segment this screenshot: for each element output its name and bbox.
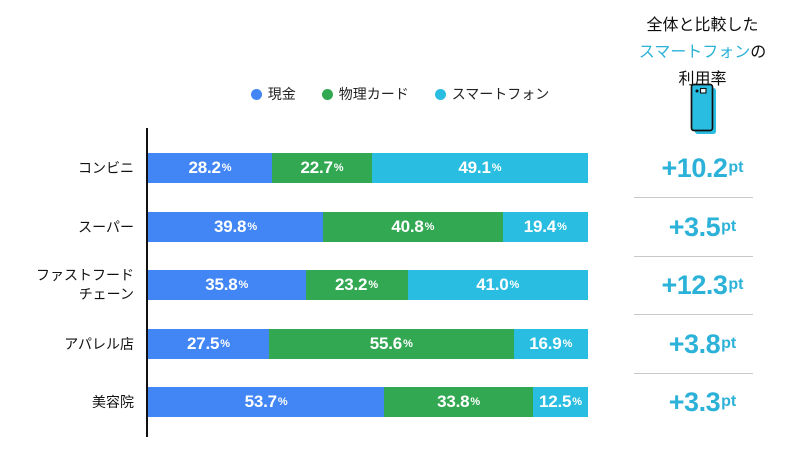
bar-segment: 23.2% [305, 270, 408, 300]
right-panel-title-line3: 利用率 [678, 71, 727, 88]
bar-segment: 33.8% [384, 387, 533, 417]
bar-segment-value-suffix: % [220, 338, 231, 350]
bar-segment-value: 22.7 [300, 158, 333, 177]
bar-segment-value: 33.8 [437, 392, 470, 411]
legend-color-dot [321, 88, 333, 100]
bar-segment-value: 27.5 [186, 334, 220, 353]
bar-segment-value-suffix: % [221, 162, 232, 174]
diff-unit: pt [728, 276, 744, 293]
bar-segment-value-suffix: % [277, 396, 288, 408]
bar-segment-value-suffix: % [509, 279, 520, 291]
bar-segment: 35.8% [148, 270, 306, 300]
smartphone-icon-wrap [620, 83, 785, 135]
legend-label: スマートフォン [451, 86, 550, 102]
diff-unit: pt [721, 218, 737, 235]
bar-row: 39.8% 40.8% 19.4% [148, 212, 588, 242]
bar-segment: 19.4% [502, 212, 588, 242]
smartphone-diff-value: +3.8 pt [620, 329, 785, 359]
bar-segment: 40.8% [323, 212, 503, 242]
bar-segment-value-suffix: % [562, 338, 573, 350]
bar-segment-value-suffix: % [333, 162, 344, 174]
right-panel-title-suffix: の [750, 44, 767, 61]
legend-item: 物理カード [321, 84, 409, 104]
bar-row: 27.5% 55.6% 16.9% [148, 329, 588, 359]
diff-number: +3.3 [668, 386, 721, 417]
bar-row: 28.2% 22.7% 49.1% [148, 153, 588, 183]
category-label: ファストフード チェーン [36, 267, 134, 302]
bar-segment: 27.5% [148, 329, 269, 359]
category-label: アパレル店 [64, 335, 134, 352]
bar-segment: 49.1% [371, 153, 588, 183]
diff-number: +3.5 [668, 211, 721, 242]
bar-segment-value: 53.7 [244, 392, 277, 411]
right-panel-separator [634, 256, 753, 257]
bar-segment: 53.7% [148, 387, 385, 417]
bar-segment-value: 12.5 [538, 392, 572, 411]
bar-segment: 28.2% [148, 153, 273, 183]
bar-segment: 22.7% [272, 153, 372, 183]
bar-segment: 55.6% [269, 329, 514, 359]
category-label: コンビニ [78, 159, 134, 176]
bar-segment-value: 19.4 [523, 217, 557, 236]
legend-color-dot [250, 88, 262, 100]
bar-segment: 41.0% [407, 270, 588, 300]
diff-number: +3.8 [668, 328, 721, 359]
smartphone-diff-value: +12.3 pt [620, 270, 785, 300]
right-panel-title-highlight: スマートフォン [638, 44, 751, 61]
bar-segment-value: 40.8 [391, 217, 424, 236]
y-axis-line [146, 128, 148, 437]
right-panel-title-line1: 全体と比較した [646, 17, 759, 34]
bar-segment-value: 55.6 [369, 334, 403, 353]
chart-legend: 現金 物理カード スマートフォン [0, 84, 800, 104]
right-panel-title: 全体と比較した スマートフォンの 利用率 [620, 12, 785, 93]
bar-segment-value: 35.8 [205, 275, 238, 294]
legend-label: 現金 [267, 86, 296, 102]
legend-item: 現金 [250, 84, 296, 104]
bar-segment-value-suffix: % [491, 162, 502, 174]
bar-segment-value-suffix: % [247, 221, 258, 233]
bar-segment-value-suffix: % [424, 221, 435, 233]
diff-number: +12.3 [661, 269, 728, 300]
bar-segment-value: 28.2 [188, 158, 221, 177]
bar-row: 53.7% 33.8% 12.5% [148, 387, 588, 417]
bar-segment: 12.5% [532, 387, 588, 417]
bar-segment: 39.8% [148, 212, 324, 242]
bar-row: 35.8% 23.2% 41.0% [148, 270, 588, 300]
bar-segment-value: 41.0 [476, 275, 509, 294]
smartphone-diff-value: +3.3 pt [620, 387, 785, 417]
diff-number: +10.2 [661, 152, 728, 183]
bar-segment-value: 23.2 [335, 275, 368, 294]
diff-unit: pt [721, 335, 737, 352]
diff-unit: pt [728, 159, 744, 176]
right-panel-separator [634, 314, 753, 315]
smartphone-diff-value: +10.2 pt [620, 153, 785, 183]
category-label: 美容院 [92, 393, 134, 410]
right-panel-separator [634, 197, 753, 198]
bar-segment: 16.9% [513, 329, 588, 359]
bar-segment-value-suffix: % [557, 221, 567, 233]
bar-segment-value-suffix: % [403, 338, 413, 350]
diff-unit: pt [721, 393, 737, 410]
bar-segment-value: 49.1 [458, 158, 491, 177]
bar-segment-value: 16.9 [529, 334, 562, 353]
smartphone-icon [690, 83, 716, 134]
legend-label: 物理カード [338, 86, 409, 102]
right-panel-separator [634, 373, 753, 374]
category-label: スーパー [78, 218, 134, 235]
bar-segment-value-suffix: % [470, 396, 481, 408]
legend-color-dot [434, 88, 446, 100]
bar-segment-value-suffix: % [368, 279, 379, 291]
legend-item: スマートフォン [434, 84, 550, 104]
smartphone-diff-value: +3.5 pt [620, 212, 785, 242]
bar-segment-value-suffix: % [572, 396, 583, 408]
bar-segment-value-suffix: % [238, 279, 249, 291]
bar-segment-value: 39.8 [214, 217, 247, 236]
